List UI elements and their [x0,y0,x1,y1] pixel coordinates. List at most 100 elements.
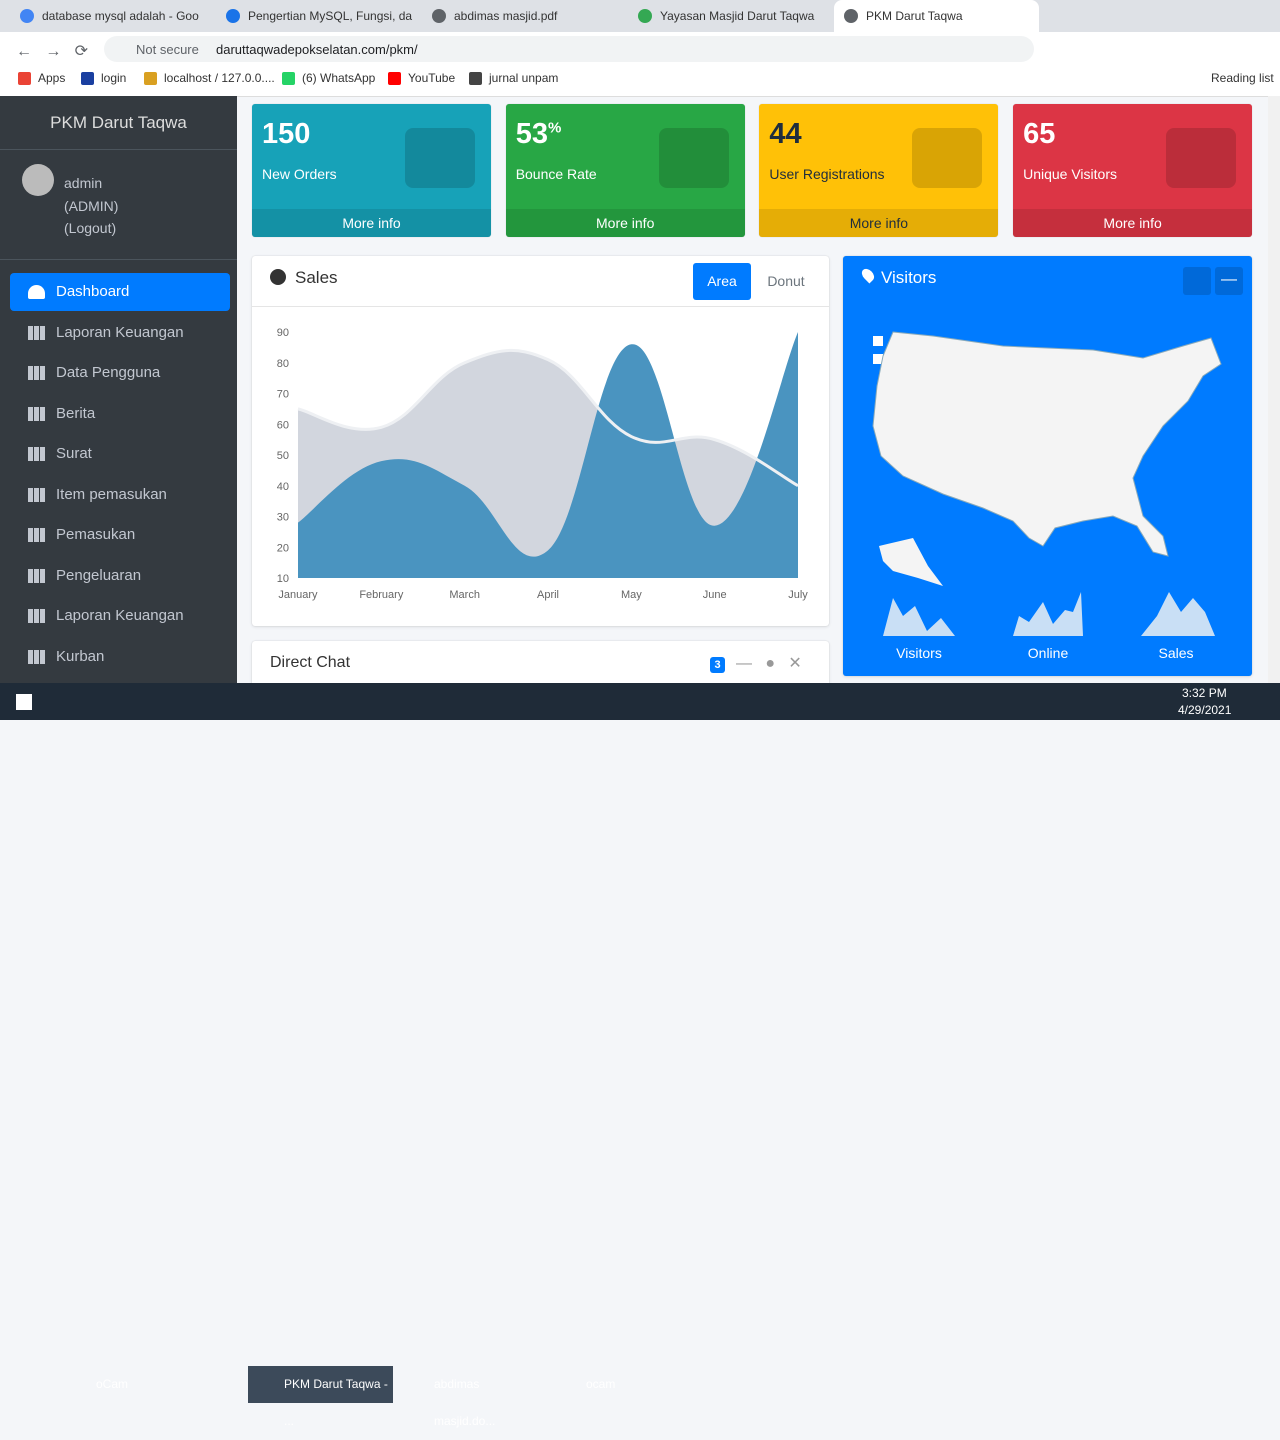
bookmark-label: localhost / 127.0.0.... [164,71,275,85]
y-tick-label: 40 [277,481,289,493]
clock-time: 3:32 PM [1182,686,1227,700]
menu-icon [28,366,45,380]
menu-label: Pemasukan [56,526,136,543]
box-icon [405,128,475,188]
logout[interactable]: (Logout) [64,220,117,236]
menu-item[interactable]: Laporan Keuangan [10,597,230,635]
favicon [20,9,34,23]
brand[interactable]: PKM Darut Taqwa [0,96,237,150]
chat-tools[interactable]: — ● ✕ [736,655,802,672]
menu-label: Laporan Keuangan [56,323,184,341]
card-title: Direct Chat [270,654,351,671]
x-tick-label: July [788,589,808,601]
user-panel: admin (ADMIN) (Logout) [64,172,118,240]
scrollbar[interactable] [1268,96,1280,683]
menu-label: Berita [56,404,96,422]
sparkline [1013,592,1083,636]
more-info[interactable]: More info [505,209,745,237]
nav-buttons[interactable]: ← → ⟳ [16,43,89,60]
y-tick-label: 10 [277,573,289,585]
menu-icon [28,568,45,583]
reading-list[interactable]: Reading list [1211,71,1274,85]
menu-item[interactable]: Surat [10,435,230,473]
bookmark-label: (6) WhatsApp [302,71,376,85]
stat-label: Sales [1158,645,1194,661]
start-button[interactable] [16,694,32,710]
menu-label: Kurban [56,647,105,665]
menu-item[interactable]: Pengeluaran [10,557,230,595]
bookmark-icon [469,72,482,85]
tab-strip: database mysql adalah - Goo Pengertian My… [0,0,1280,32]
favicon [432,9,446,23]
value: 53 [515,118,548,150]
x-tick-label: June [703,589,727,601]
box-label: Unique Visitors [1023,166,1117,182]
pie-icon [270,269,286,285]
task-item[interactable]: ocam [586,1377,616,1391]
menu-item[interactable]: Pemasukan [10,516,230,554]
bookmark-label: login [101,71,127,85]
bookmark-icon [282,72,295,85]
collapse-button[interactable]: — [1215,267,1243,295]
tab-donut[interactable]: Donut [767,273,805,289]
menu-item[interactable]: Kurban [10,638,230,676]
y-tick-label: 30 [277,512,289,524]
task-item[interactable]: abdimas masjid.do... [434,1377,496,1428]
more-info[interactable]: More info [252,209,491,237]
omnibox[interactable]: Not secure daruttaqwadepokselatan.com/pk… [104,36,1034,62]
box-icon [912,128,983,188]
menu-item[interactable]: Berita [10,395,230,433]
bookmark[interactable]: login [81,65,126,92]
zoom-in[interactable] [873,336,883,346]
tab[interactable]: Yayasan Masjid Darut Taqwa [628,0,833,32]
more-info[interactable]: More info [759,209,999,237]
more-info[interactable]: More info [1013,209,1253,237]
area-chart: 10 20 30 40 50 60 70 80 90 January February March Ap… [277,327,809,601]
bookmark[interactable]: (6) WhatsApp [282,65,375,92]
task-item[interactable]: PKM Darut Taqwa - ... [248,1366,393,1428]
us-map [872,331,1222,557]
tab[interactable]: abdimas masjid.pdf [422,0,627,32]
menu-item[interactable]: Item pemasukan [10,476,230,514]
zoom-out[interactable] [873,354,883,364]
box-value: 65 [1023,118,1055,151]
bookmark-label: Apps [38,71,66,85]
menu-icon [28,528,45,542]
box-icon [658,128,729,188]
info-box: 65 Unique Visitors More info [1013,104,1253,237]
bookmark[interactable]: localhost / 127.0.0.... [144,65,275,92]
sparkline [1141,592,1215,636]
menu-item[interactable]: Dashboard [10,273,230,311]
taskbar: 3:32 PM 4/29/2021 oCam PKM Darut Taqwa - … [0,683,1280,1428]
tab-area[interactable]: Area [693,263,751,300]
stat-label: Online [1027,645,1069,661]
y-tick-label: 50 [277,450,289,462]
divider [252,306,829,307]
map-and-sparklines [872,331,1222,636]
bookmark[interactable]: Apps [18,65,65,92]
line [297,348,799,488]
info-box: 44 User Registrations More info [759,104,999,237]
bookmark[interactable]: jurnal unpam [469,65,558,92]
visitors-card: Visitors — Visitors Online Sales [843,256,1252,676]
favicon [226,9,240,23]
x-tick-label: April [537,589,559,601]
divider [0,259,237,260]
not-secure: Not secure [136,42,199,57]
user-name[interactable]: admin [64,175,103,191]
tab[interactable]: Pengertian MySQL, Fungsi, da [216,0,421,32]
value-suffix: % [547,119,562,137]
user-role: (ADMIN) [64,197,119,214]
task-item[interactable]: oCam [96,1377,129,1391]
menu-item[interactable]: Laporan Keuangan [10,314,230,352]
tab[interactable]: database mysql adalah - Goo [10,0,215,32]
bookmark[interactable]: YouTube [388,65,455,92]
menu-item[interactable]: Data Pengguna [10,354,230,392]
calendar-button[interactable] [1183,267,1211,295]
x-tick-label: January [278,589,318,601]
tab[interactable]: PKM Darut Taqwa [834,0,1039,32]
bookmark-icon [18,72,31,85]
menu-icon [28,649,45,664]
x-tick-label: May [621,589,642,601]
box-label: User Registrations [769,166,885,182]
